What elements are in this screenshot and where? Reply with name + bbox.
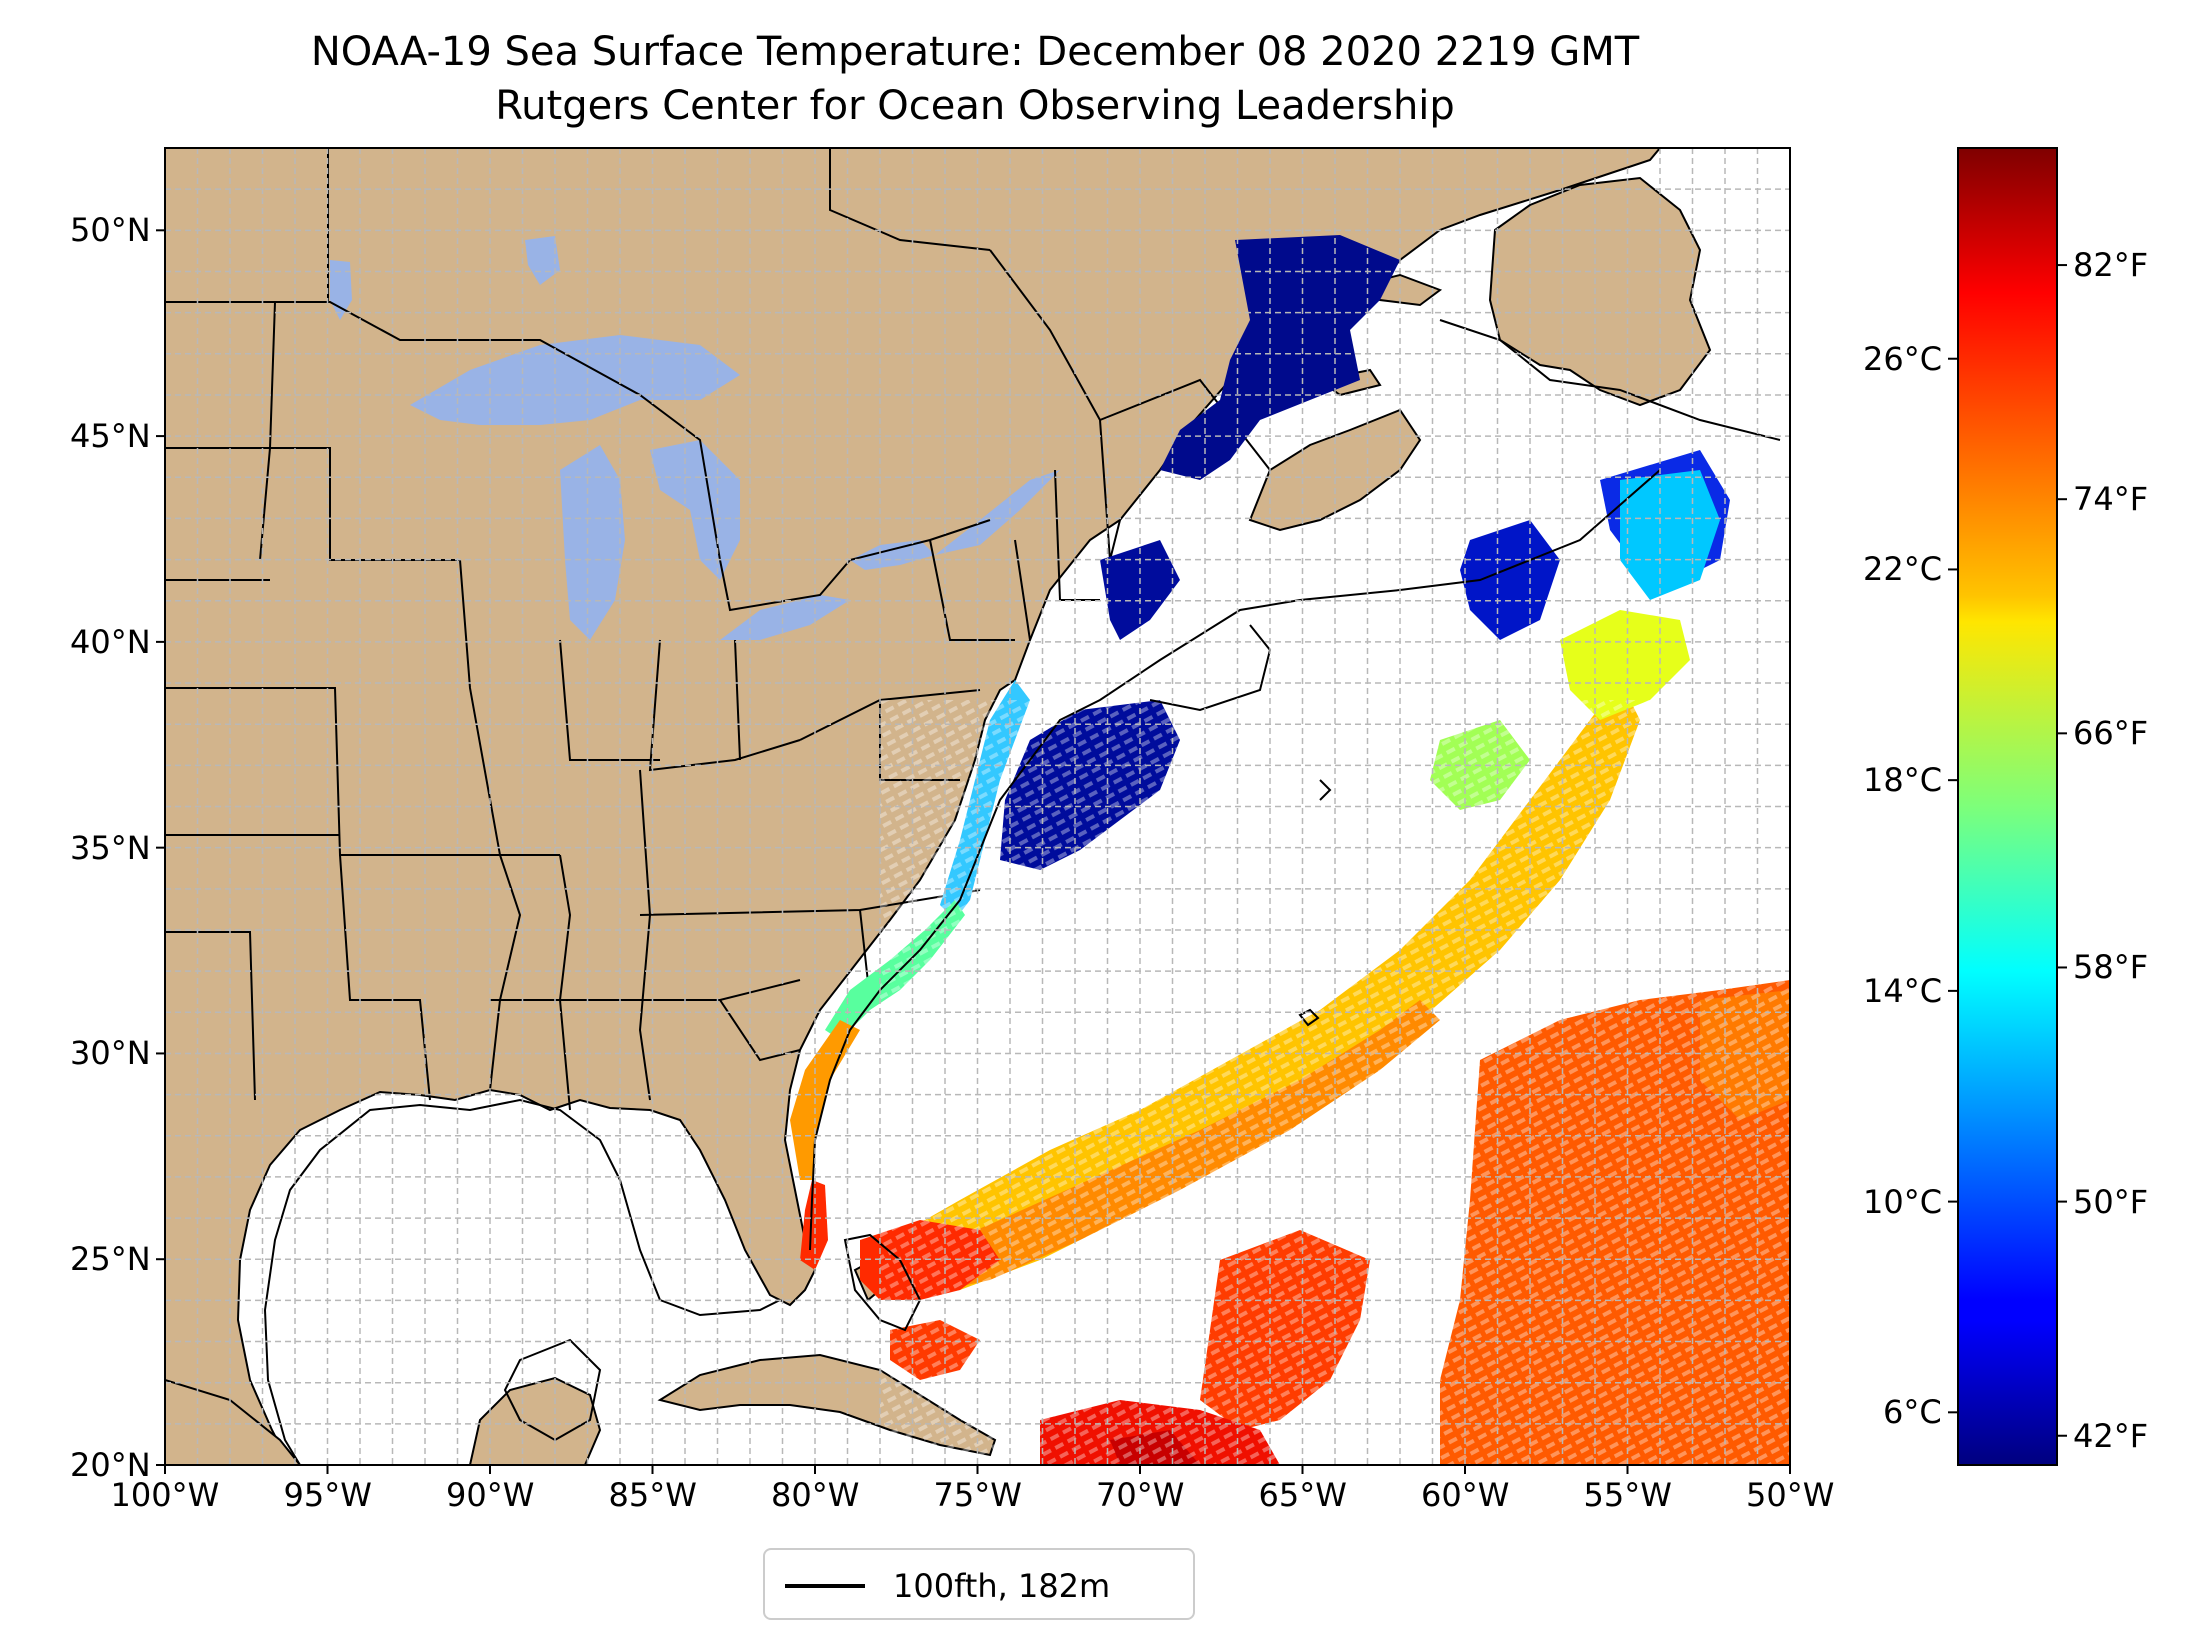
lon-tick-label: 80°W bbox=[771, 1476, 860, 1514]
celsius-tick-label: 18°C bbox=[1863, 761, 1943, 800]
map-title-line2: Rutgers Center for Ocean Observing Leade… bbox=[495, 83, 1455, 129]
celsius-tick-label: 10°C bbox=[1863, 1182, 1943, 1221]
lat-tick-label: 50°N bbox=[70, 211, 151, 250]
lon-tick-label: 85°W bbox=[608, 1476, 697, 1514]
legend-line-swatch bbox=[785, 1584, 865, 1588]
fahrenheit-tick-label: 50°F bbox=[2073, 1182, 2149, 1221]
land-mexico-south bbox=[165, 1378, 302, 1465]
lake-st-lawrence bbox=[935, 470, 1060, 555]
lat-tick-label: 35°N bbox=[70, 828, 151, 867]
lake-nipigon bbox=[525, 236, 560, 285]
lon-tick-label: 95°W bbox=[283, 1476, 372, 1514]
fahrenheit-tick-label: 82°F bbox=[2073, 246, 2149, 285]
lon-tick-label: 100°W bbox=[110, 1476, 220, 1514]
lon-tick-label: 70°W bbox=[1096, 1476, 1185, 1514]
fahrenheit-tick-label: 66°F bbox=[2073, 714, 2149, 753]
celsius-tick-label: 22°C bbox=[1863, 550, 1943, 589]
lat-tick-label: 25°N bbox=[70, 1240, 151, 1279]
fahrenheit-tick-label: 42°F bbox=[2073, 1416, 2149, 1455]
sst-north-wall-yellow bbox=[1560, 610, 1690, 720]
lake-michigan bbox=[560, 445, 625, 640]
lat-tick-label: 30°N bbox=[70, 1034, 151, 1073]
lat-tick-label: 45°N bbox=[70, 417, 151, 456]
lake-erie bbox=[720, 595, 850, 640]
map-title-line1: NOAA-19 Sea Surface Temperature: Decembe… bbox=[310, 29, 1640, 75]
land-newfoundland bbox=[1488, 176, 1712, 407]
lon-tick-label: 90°W bbox=[446, 1476, 535, 1514]
sst-cold-gulf-st-lawrence bbox=[1160, 235, 1400, 480]
colorbar bbox=[1957, 147, 2058, 1466]
lake-superior bbox=[410, 335, 740, 425]
celsius-tick-label: 14°C bbox=[1863, 971, 1943, 1010]
sst-shelf-band-florida bbox=[800, 1180, 828, 1270]
lon-tick-label: 55°W bbox=[1583, 1476, 1672, 1514]
lat-tick-label: 20°N bbox=[70, 1446, 151, 1484]
legend: 100fth, 182m bbox=[763, 1548, 1195, 1620]
fahrenheit-tick-label: 58°F bbox=[2073, 948, 2149, 987]
axis-ticks bbox=[156, 229, 1791, 1474]
legend-label: 100fth, 182m bbox=[893, 1567, 1111, 1605]
lon-tick-label: 60°W bbox=[1421, 1476, 1510, 1514]
lake-ontario bbox=[850, 540, 935, 570]
lat-tick-label: 40°N bbox=[70, 622, 151, 661]
map-content bbox=[165, 148, 1790, 1465]
lon-tick-label: 50°W bbox=[1746, 1476, 1835, 1514]
lon-tick-label: 75°W bbox=[933, 1476, 1022, 1514]
celsius-tick-label: 26°C bbox=[1863, 339, 1943, 378]
celsius-tick-label: 6°C bbox=[1883, 1393, 1942, 1432]
sst-cold-nova-scotia-shelf bbox=[1460, 520, 1560, 640]
colorbar-ticks bbox=[1948, 264, 2067, 1437]
sst-patch-cyan bbox=[1620, 470, 1720, 600]
gridlines bbox=[165, 148, 1790, 1465]
lon-tick-label: 65°W bbox=[1258, 1476, 1347, 1514]
fahrenheit-tick-label: 74°F bbox=[2073, 480, 2149, 519]
